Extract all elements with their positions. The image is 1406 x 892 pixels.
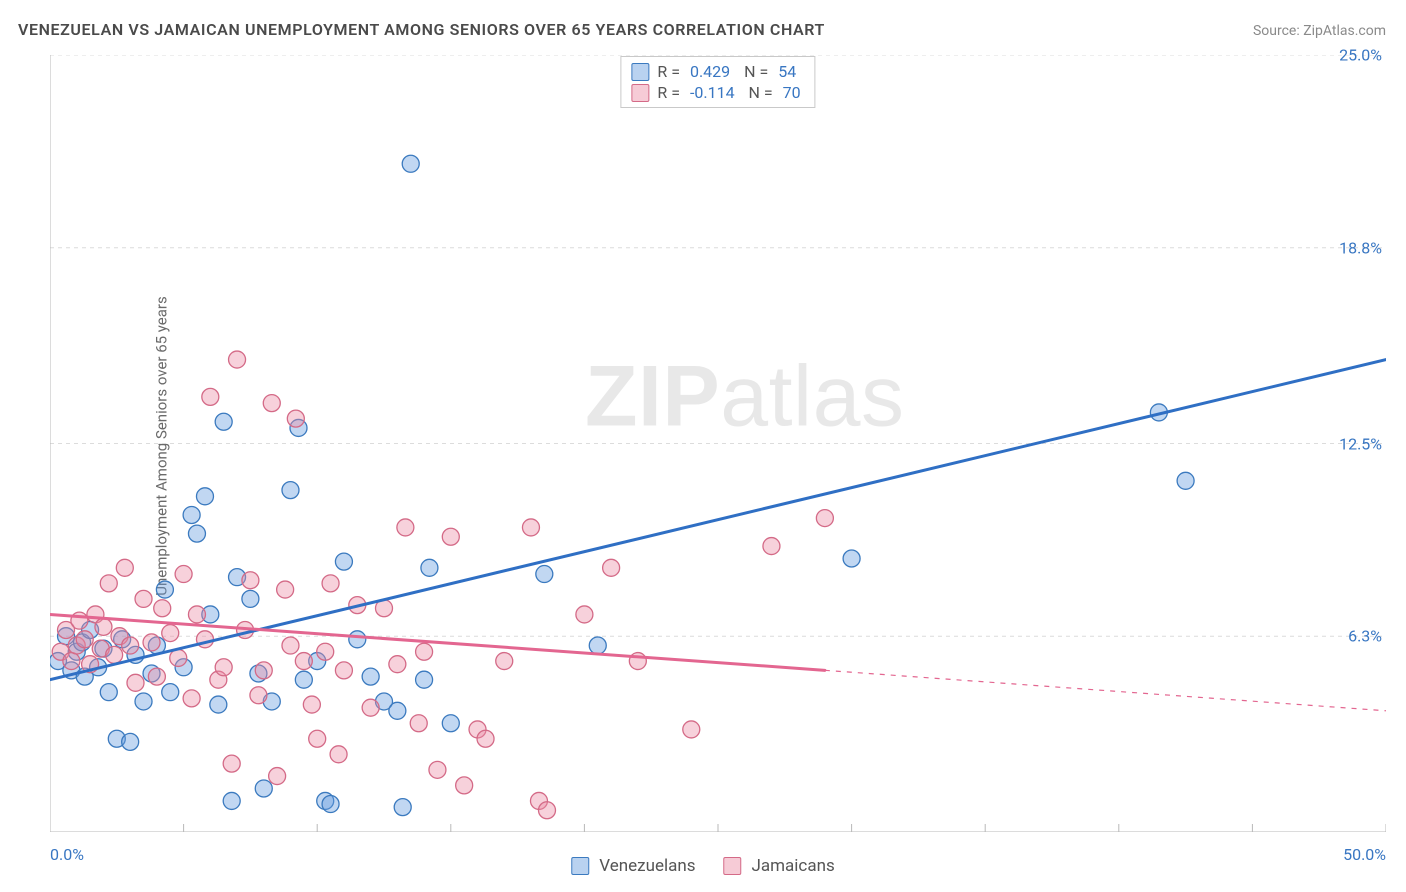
swatch-icon <box>631 63 649 81</box>
x-tick-label: 50.0% <box>1336 845 1386 864</box>
scatter-chart <box>50 55 1386 832</box>
y-tick-label: 12.5% <box>1339 434 1396 453</box>
swatch-icon <box>631 84 649 102</box>
legend: Venezuelans Jamaicans <box>571 856 834 876</box>
correlation-row-venezuelans: R = 0.429 N = 54 <box>631 61 800 82</box>
chart-header: VENEZUELAN VS JAMAICAN UNEMPLOYMENT AMON… <box>18 20 1386 39</box>
y-tick-label: 25.0% <box>1339 46 1396 65</box>
chart-title: VENEZUELAN VS JAMAICAN UNEMPLOYMENT AMON… <box>18 20 825 39</box>
y-tick-label: 18.8% <box>1339 238 1396 257</box>
correlation-box: R = 0.429 N = 54 R = -0.114 N = 70 <box>620 56 815 108</box>
legend-label: Venezuelans <box>599 856 695 876</box>
legend-item-jamaicans: Jamaicans <box>724 856 835 876</box>
plot-area: ZIPatlas R = 0.429 N = 54 R = -0.114 N =… <box>50 55 1386 832</box>
swatch-icon <box>571 857 589 875</box>
swatch-icon <box>724 857 742 875</box>
source-credit: Source: ZipAtlas.com <box>1253 23 1386 39</box>
x-tick-label: 0.0% <box>50 845 84 864</box>
y-tick-label: 6.3% <box>1348 627 1396 646</box>
legend-label: Jamaicans <box>752 856 835 876</box>
correlation-row-jamaicans: R = -0.114 N = 70 <box>631 82 800 103</box>
legend-item-venezuelans: Venezuelans <box>571 856 695 876</box>
